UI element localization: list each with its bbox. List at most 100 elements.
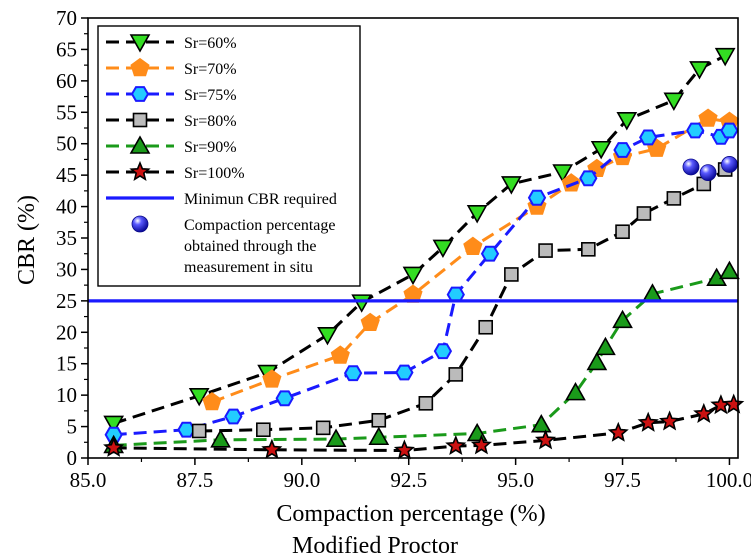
y-tick-label: 40 xyxy=(56,195,77,219)
data-point xyxy=(714,47,736,67)
y-tick-label: 20 xyxy=(56,320,77,344)
data-point xyxy=(418,396,434,411)
data-point xyxy=(432,239,454,259)
legend-swatch-marker xyxy=(130,57,150,77)
x-axis-title: Compaction percentage (%) xyxy=(276,501,545,527)
data-point xyxy=(595,336,616,356)
data-point xyxy=(530,414,552,433)
data-point xyxy=(613,142,632,158)
legend-swatch-marker xyxy=(129,135,151,154)
x-axis-subtitle: Modified Proctor xyxy=(292,533,458,559)
legend-label: Sr=100% xyxy=(184,165,245,182)
legend-label: Sr=75% xyxy=(184,87,237,104)
data-point xyxy=(586,351,608,371)
data-point xyxy=(325,428,347,447)
legend-entry-1: Sr=60% xyxy=(106,34,237,53)
data-point xyxy=(612,309,633,329)
data-point xyxy=(351,294,373,313)
data-point xyxy=(466,205,488,224)
series-1 xyxy=(103,47,736,435)
data-point xyxy=(663,92,685,111)
data-point xyxy=(463,236,483,255)
data-point xyxy=(470,434,493,455)
data-point xyxy=(261,438,283,459)
data-point xyxy=(721,156,738,173)
data-point xyxy=(636,206,652,221)
y-tick-label: 70 xyxy=(56,6,77,30)
data-point xyxy=(637,411,659,432)
y-tick-label: 45 xyxy=(56,163,77,187)
data-point xyxy=(615,224,630,240)
data-point xyxy=(527,189,547,206)
y-tick-label: 10 xyxy=(56,383,77,407)
legend-entry-6: Sr=100% xyxy=(106,160,245,182)
legend-swatch-marker xyxy=(132,112,148,128)
data-point xyxy=(103,436,125,457)
y-tick-label: 30 xyxy=(56,257,77,281)
data-point xyxy=(104,426,123,443)
data-point xyxy=(504,267,519,282)
x-tick-label: 97.5 xyxy=(604,468,641,492)
data-point xyxy=(275,390,294,407)
legend-swatch-marker xyxy=(131,215,149,233)
data-point xyxy=(188,387,210,407)
data-point xyxy=(565,381,586,401)
legend-label: Sr=60% xyxy=(184,35,237,52)
data-point xyxy=(723,393,745,414)
y-axis-title: CBR (%) xyxy=(14,195,40,285)
data-point xyxy=(402,266,424,286)
legend-swatch-marker xyxy=(129,34,151,53)
data-point xyxy=(534,429,557,450)
y-tick-label: 55 xyxy=(56,100,77,124)
legend-entry-8: Compaction percentage obtained through th… xyxy=(131,215,336,276)
data-point xyxy=(698,108,718,127)
series-8 xyxy=(682,156,738,182)
data-point xyxy=(616,112,638,131)
axes-layer: 85.0 87.5 90.0 92.5 95.0 97.5 100.0 0 5 10 15 20 25 3… xyxy=(56,6,751,492)
data-point xyxy=(478,319,493,335)
data-point xyxy=(590,140,612,160)
legend-entry-7: Minimun CBR required xyxy=(106,191,337,208)
series-2 xyxy=(202,108,740,411)
data-point xyxy=(360,312,380,331)
data-point xyxy=(639,129,658,146)
data-point xyxy=(720,122,739,139)
y-tick-label: 0 xyxy=(67,446,78,470)
series-6 xyxy=(103,393,745,460)
data-point xyxy=(699,164,717,182)
x-tick-label: 90.0 xyxy=(283,468,320,492)
data-point xyxy=(658,410,681,431)
series-line xyxy=(113,128,731,437)
data-point xyxy=(480,245,500,262)
data-point xyxy=(682,158,700,176)
data-point xyxy=(317,326,338,346)
legend-entry-4: Sr=80% xyxy=(106,112,237,130)
x-tick-label: 95.0 xyxy=(497,468,534,492)
x-tick-label: 92.5 xyxy=(390,468,427,492)
data-point xyxy=(256,422,271,438)
series-3 xyxy=(104,122,739,443)
legend-label: Minimun CBR required xyxy=(184,191,337,208)
data-point xyxy=(693,402,715,424)
y-tick-label: 15 xyxy=(56,352,77,376)
data-point xyxy=(666,191,682,206)
legend-entry-3: Sr=75% xyxy=(106,86,237,104)
x-tick-label: 100.0 xyxy=(706,468,751,492)
data-point xyxy=(581,242,596,257)
data-point xyxy=(686,122,705,139)
data-point xyxy=(395,364,414,381)
y-tick-label: 35 xyxy=(56,226,77,250)
y-tick-label: 60 xyxy=(56,69,77,93)
data-point xyxy=(445,435,467,455)
legend-entry-2: Sr=70% xyxy=(106,57,237,78)
data-point xyxy=(500,176,522,195)
data-point xyxy=(177,421,196,438)
legend-label: Sr=90% xyxy=(184,139,237,156)
data-point xyxy=(433,343,453,360)
data-point xyxy=(607,421,629,442)
data-point xyxy=(368,426,390,446)
data-point xyxy=(689,61,710,80)
data-point xyxy=(719,260,740,280)
legend-swatch-marker xyxy=(129,160,151,182)
